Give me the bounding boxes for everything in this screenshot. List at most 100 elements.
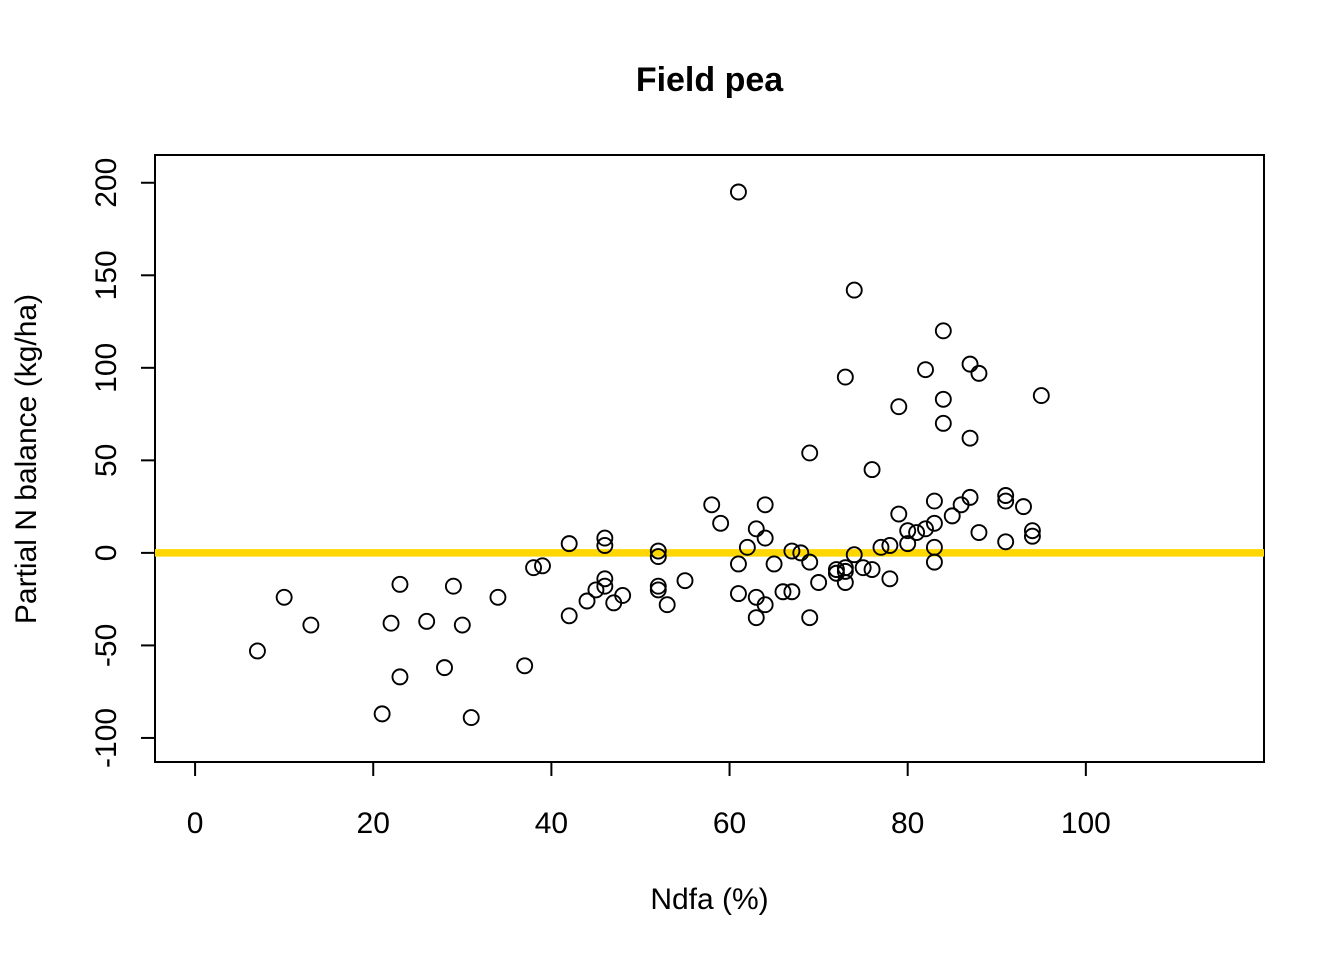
data-point <box>658 596 676 614</box>
data-point <box>391 575 409 593</box>
x-tick-label: 20 <box>357 807 390 840</box>
chart-title: Field pea <box>635 61 784 99</box>
data-point <box>756 596 774 614</box>
data-point <box>560 535 578 553</box>
data-point <box>854 559 872 577</box>
data-point <box>952 496 970 514</box>
data-point <box>596 537 614 554</box>
data-point <box>275 588 293 606</box>
data-point <box>444 577 462 595</box>
y-tick-label: 0 <box>90 545 123 562</box>
data-point <box>783 583 801 601</box>
data-point <box>596 570 614 588</box>
data-point <box>738 538 756 556</box>
x-tick-label: 0 <box>187 807 204 840</box>
data-point <box>649 542 667 560</box>
data-point <box>729 555 747 573</box>
data-point <box>453 616 471 634</box>
data-point <box>676 572 694 590</box>
data-point <box>649 581 667 599</box>
data-point <box>881 537 899 554</box>
data-point <box>961 429 979 447</box>
data-point <box>836 574 854 591</box>
data-point <box>925 514 943 532</box>
data-point <box>899 535 917 553</box>
data-point <box>534 557 551 575</box>
data-point <box>934 414 952 432</box>
data-point <box>712 514 730 532</box>
data-point <box>801 609 819 627</box>
data-point <box>934 390 952 408</box>
data-point <box>863 461 881 479</box>
data-point <box>836 562 854 580</box>
data-point <box>997 492 1015 510</box>
data-point <box>997 533 1015 551</box>
data-point <box>917 520 934 538</box>
data-point <box>649 548 667 566</box>
data-point <box>756 496 774 514</box>
y-tick-label: -50 <box>90 624 123 667</box>
data-point <box>596 577 614 595</box>
data-point <box>516 657 534 675</box>
data-point <box>418 612 436 630</box>
data-point <box>587 581 605 599</box>
data-point <box>934 322 952 340</box>
data-point <box>1032 387 1050 405</box>
data-point <box>1015 498 1032 516</box>
data-point <box>827 564 845 582</box>
data-point <box>248 642 266 660</box>
data-point <box>382 614 400 632</box>
data-point <box>925 492 943 510</box>
data-point <box>970 524 988 541</box>
data-point <box>373 705 391 723</box>
data-point <box>729 585 747 603</box>
data-point <box>872 538 890 556</box>
y-tick-label: 200 <box>90 158 123 208</box>
y-tick-label: 50 <box>90 444 123 477</box>
data-point <box>890 398 908 416</box>
data-point <box>917 361 934 379</box>
data-point <box>970 364 988 382</box>
x-tick-label: 100 <box>1061 807 1111 840</box>
data-point <box>596 529 614 547</box>
y-tick-label: 150 <box>90 250 123 300</box>
data-point <box>863 561 881 578</box>
y-tick-label: 100 <box>90 343 123 393</box>
data-point <box>578 592 596 610</box>
data-point <box>703 496 721 514</box>
data-point <box>792 544 810 562</box>
data-point <box>845 281 863 299</box>
data-point <box>774 583 792 601</box>
data-point <box>801 444 819 462</box>
data-point <box>747 609 765 627</box>
data-point <box>436 659 453 677</box>
data-point <box>1023 527 1041 545</box>
x-tick-label: 80 <box>891 807 924 840</box>
data-point <box>925 553 943 571</box>
data-point <box>810 574 828 591</box>
data-point <box>1023 522 1041 540</box>
data-point <box>614 586 632 604</box>
x-axis-label: Ndfa (%) <box>650 883 769 916</box>
data-point <box>649 577 667 595</box>
data-point <box>560 607 578 625</box>
data-point <box>908 524 926 541</box>
data-point <box>462 709 480 727</box>
data-point <box>756 529 774 547</box>
data-point <box>836 368 854 386</box>
x-tick-label: 60 <box>713 807 746 840</box>
data-point <box>302 616 320 634</box>
data-point <box>765 555 783 573</box>
data-point <box>747 520 765 538</box>
data-point <box>801 553 819 571</box>
data-point <box>729 183 747 201</box>
data-point <box>845 546 863 564</box>
plot-box <box>154 154 1265 763</box>
data-point <box>881 570 899 588</box>
data-point <box>391 668 409 686</box>
data-point <box>997 487 1015 504</box>
data-point <box>783 542 801 560</box>
data-point <box>961 355 979 373</box>
